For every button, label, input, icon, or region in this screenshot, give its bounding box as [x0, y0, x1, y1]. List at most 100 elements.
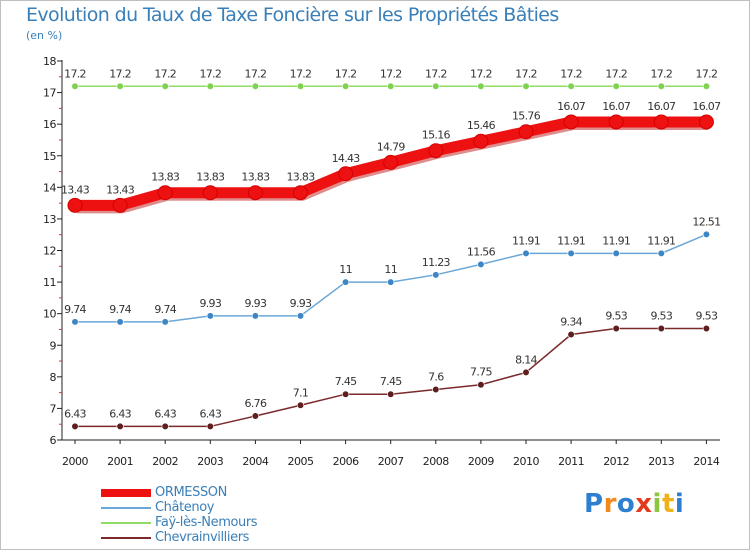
logo-letter: P [584, 489, 604, 519]
data-label-fay-les-nemours: 17.2 [335, 67, 357, 80]
data-label-ormesson: 16.07 [602, 100, 631, 113]
data-label-chatenoy: 9.74 [154, 303, 176, 316]
data-point-ormesson [563, 114, 579, 130]
data-point-fay-les-nemours [116, 82, 124, 90]
legend-label-chevrainvilliers: Chevrainvilliers [155, 530, 250, 545]
data-label-fay-les-nemours: 17.2 [560, 67, 582, 80]
data-point-ormesson [112, 197, 128, 213]
x-tick-label: 2002 [152, 455, 178, 468]
data-label-chatenoy: 11 [384, 263, 397, 276]
data-point-ormesson [202, 185, 218, 201]
data-label-fay-les-nemours: 17.2 [245, 67, 267, 80]
data-point-chevrainvilliers [206, 422, 214, 431]
data-label-chatenoy: 11.91 [557, 234, 585, 247]
data-point-chatenoy [296, 312, 305, 320]
data-label-chevrainvilliers: 9.53 [650, 310, 672, 323]
data-label-fay-les-nemours: 17.2 [650, 67, 672, 80]
y-tick-label: 16 [43, 118, 56, 131]
legend-swatch-chatenoy [101, 507, 151, 509]
legend-label-fay-les-nemours: Faÿ-lès-Nemours [155, 515, 258, 530]
data-point-chatenoy [161, 318, 169, 326]
data-label-ormesson: 16.07 [692, 100, 721, 113]
y-tick-label: 12 [43, 245, 56, 258]
legend-label-ormesson: ORMESSON [155, 485, 227, 500]
data-label-fay-les-nemours: 17.2 [470, 67, 492, 80]
data-point-chatenoy [387, 278, 395, 286]
proxiti-logo: Proxiti [584, 489, 684, 519]
data-label-ormesson: 16.07 [557, 100, 586, 113]
data-label-chatenoy: 11.56 [467, 245, 496, 258]
data-label-chevrainvilliers: 9.53 [605, 310, 627, 323]
data-point-fay-les-nemours [612, 82, 620, 90]
data-point-fay-les-nemours [702, 82, 711, 90]
x-tick-label: 2013 [648, 455, 674, 468]
data-point-chatenoy [251, 312, 259, 320]
x-tick-label: 2005 [288, 455, 314, 468]
x-tick-label: 2012 [603, 455, 629, 468]
data-point-chatenoy [206, 312, 214, 320]
data-label-chatenoy: 11.23 [422, 256, 451, 269]
data-label-fay-les-nemours: 17.2 [199, 67, 221, 80]
data-point-chatenoy [342, 278, 350, 286]
data-point-ormesson [383, 154, 399, 170]
data-label-chatenoy: 11 [339, 263, 352, 276]
data-label-chatenoy: 9.93 [290, 297, 312, 310]
data-label-chevrainvilliers: 9.34 [560, 316, 582, 329]
data-point-chatenoy [702, 230, 711, 238]
data-point-chevrainvilliers [522, 368, 530, 377]
y-tick-label: 6 [50, 434, 57, 447]
logo-letter: x [635, 489, 653, 519]
data-label-chatenoy: 9.74 [109, 303, 131, 316]
data-point-chatenoy [432, 271, 440, 279]
data-label-ormesson: 14.79 [377, 140, 406, 153]
data-point-fay-les-nemours [657, 82, 665, 90]
data-label-chatenoy: 11.91 [602, 234, 630, 247]
data-point-ormesson [698, 114, 714, 130]
data-point-chevrainvilliers [251, 412, 259, 420]
data-point-ormesson [653, 114, 669, 130]
data-point-chevrainvilliers [296, 401, 305, 409]
data-point-fay-les-nemours [477, 82, 485, 90]
data-point-fay-les-nemours [161, 82, 169, 90]
data-label-ormesson: 15.46 [467, 119, 496, 132]
data-point-fay-les-nemours [296, 82, 305, 90]
data-label-chatenoy: 11.91 [647, 234, 675, 247]
data-label-ormesson: 15.16 [422, 129, 451, 142]
x-tick-label: 2007 [378, 455, 404, 468]
data-point-chevrainvilliers [702, 324, 711, 333]
chart-title: Evolution du Taux de Taxe Foncière sur l… [26, 4, 559, 26]
data-label-chevrainvilliers: 7.1 [293, 386, 308, 399]
data-label-ormesson: 13.83 [241, 171, 270, 184]
data-point-chatenoy [71, 318, 79, 326]
data-label-ormesson: 14.43 [332, 152, 361, 165]
data-point-chevrainvilliers [567, 330, 575, 339]
data-point-ormesson [338, 166, 354, 182]
data-point-chatenoy [477, 260, 485, 268]
data-point-chevrainvilliers [612, 324, 620, 333]
data-label-fay-les-nemours: 17.2 [380, 67, 402, 80]
data-label-chatenoy: 12.51 [692, 215, 720, 228]
x-tick-label: 2010 [513, 455, 539, 468]
y-axis-unit-label: (en %) [26, 29, 63, 42]
data-point-chevrainvilliers [71, 422, 79, 431]
data-point-fay-les-nemours [206, 82, 214, 90]
data-label-chevrainvilliers: 6.43 [199, 407, 221, 420]
data-point-ormesson [608, 114, 624, 130]
data-label-ormesson: 13.83 [287, 171, 316, 184]
data-label-ormesson: 15.76 [512, 110, 541, 123]
x-tick-label: 2000 [62, 455, 88, 468]
data-point-chatenoy [612, 249, 620, 257]
data-point-chevrainvilliers [116, 422, 124, 431]
data-point-ormesson [428, 143, 444, 159]
legend-swatch-chevrainvilliers [101, 537, 151, 539]
data-label-ormesson: 13.43 [61, 183, 90, 196]
logo-letter: i [674, 489, 685, 519]
x-tick-label: 2014 [693, 455, 719, 468]
data-point-ormesson [157, 185, 173, 201]
data-label-ormesson: 13.43 [106, 183, 135, 196]
data-label-fay-les-nemours: 17.2 [515, 67, 537, 80]
data-label-ormesson: 13.83 [196, 171, 225, 184]
data-label-ormesson: 13.83 [151, 171, 180, 184]
y-tick-label: 17 [43, 87, 56, 100]
